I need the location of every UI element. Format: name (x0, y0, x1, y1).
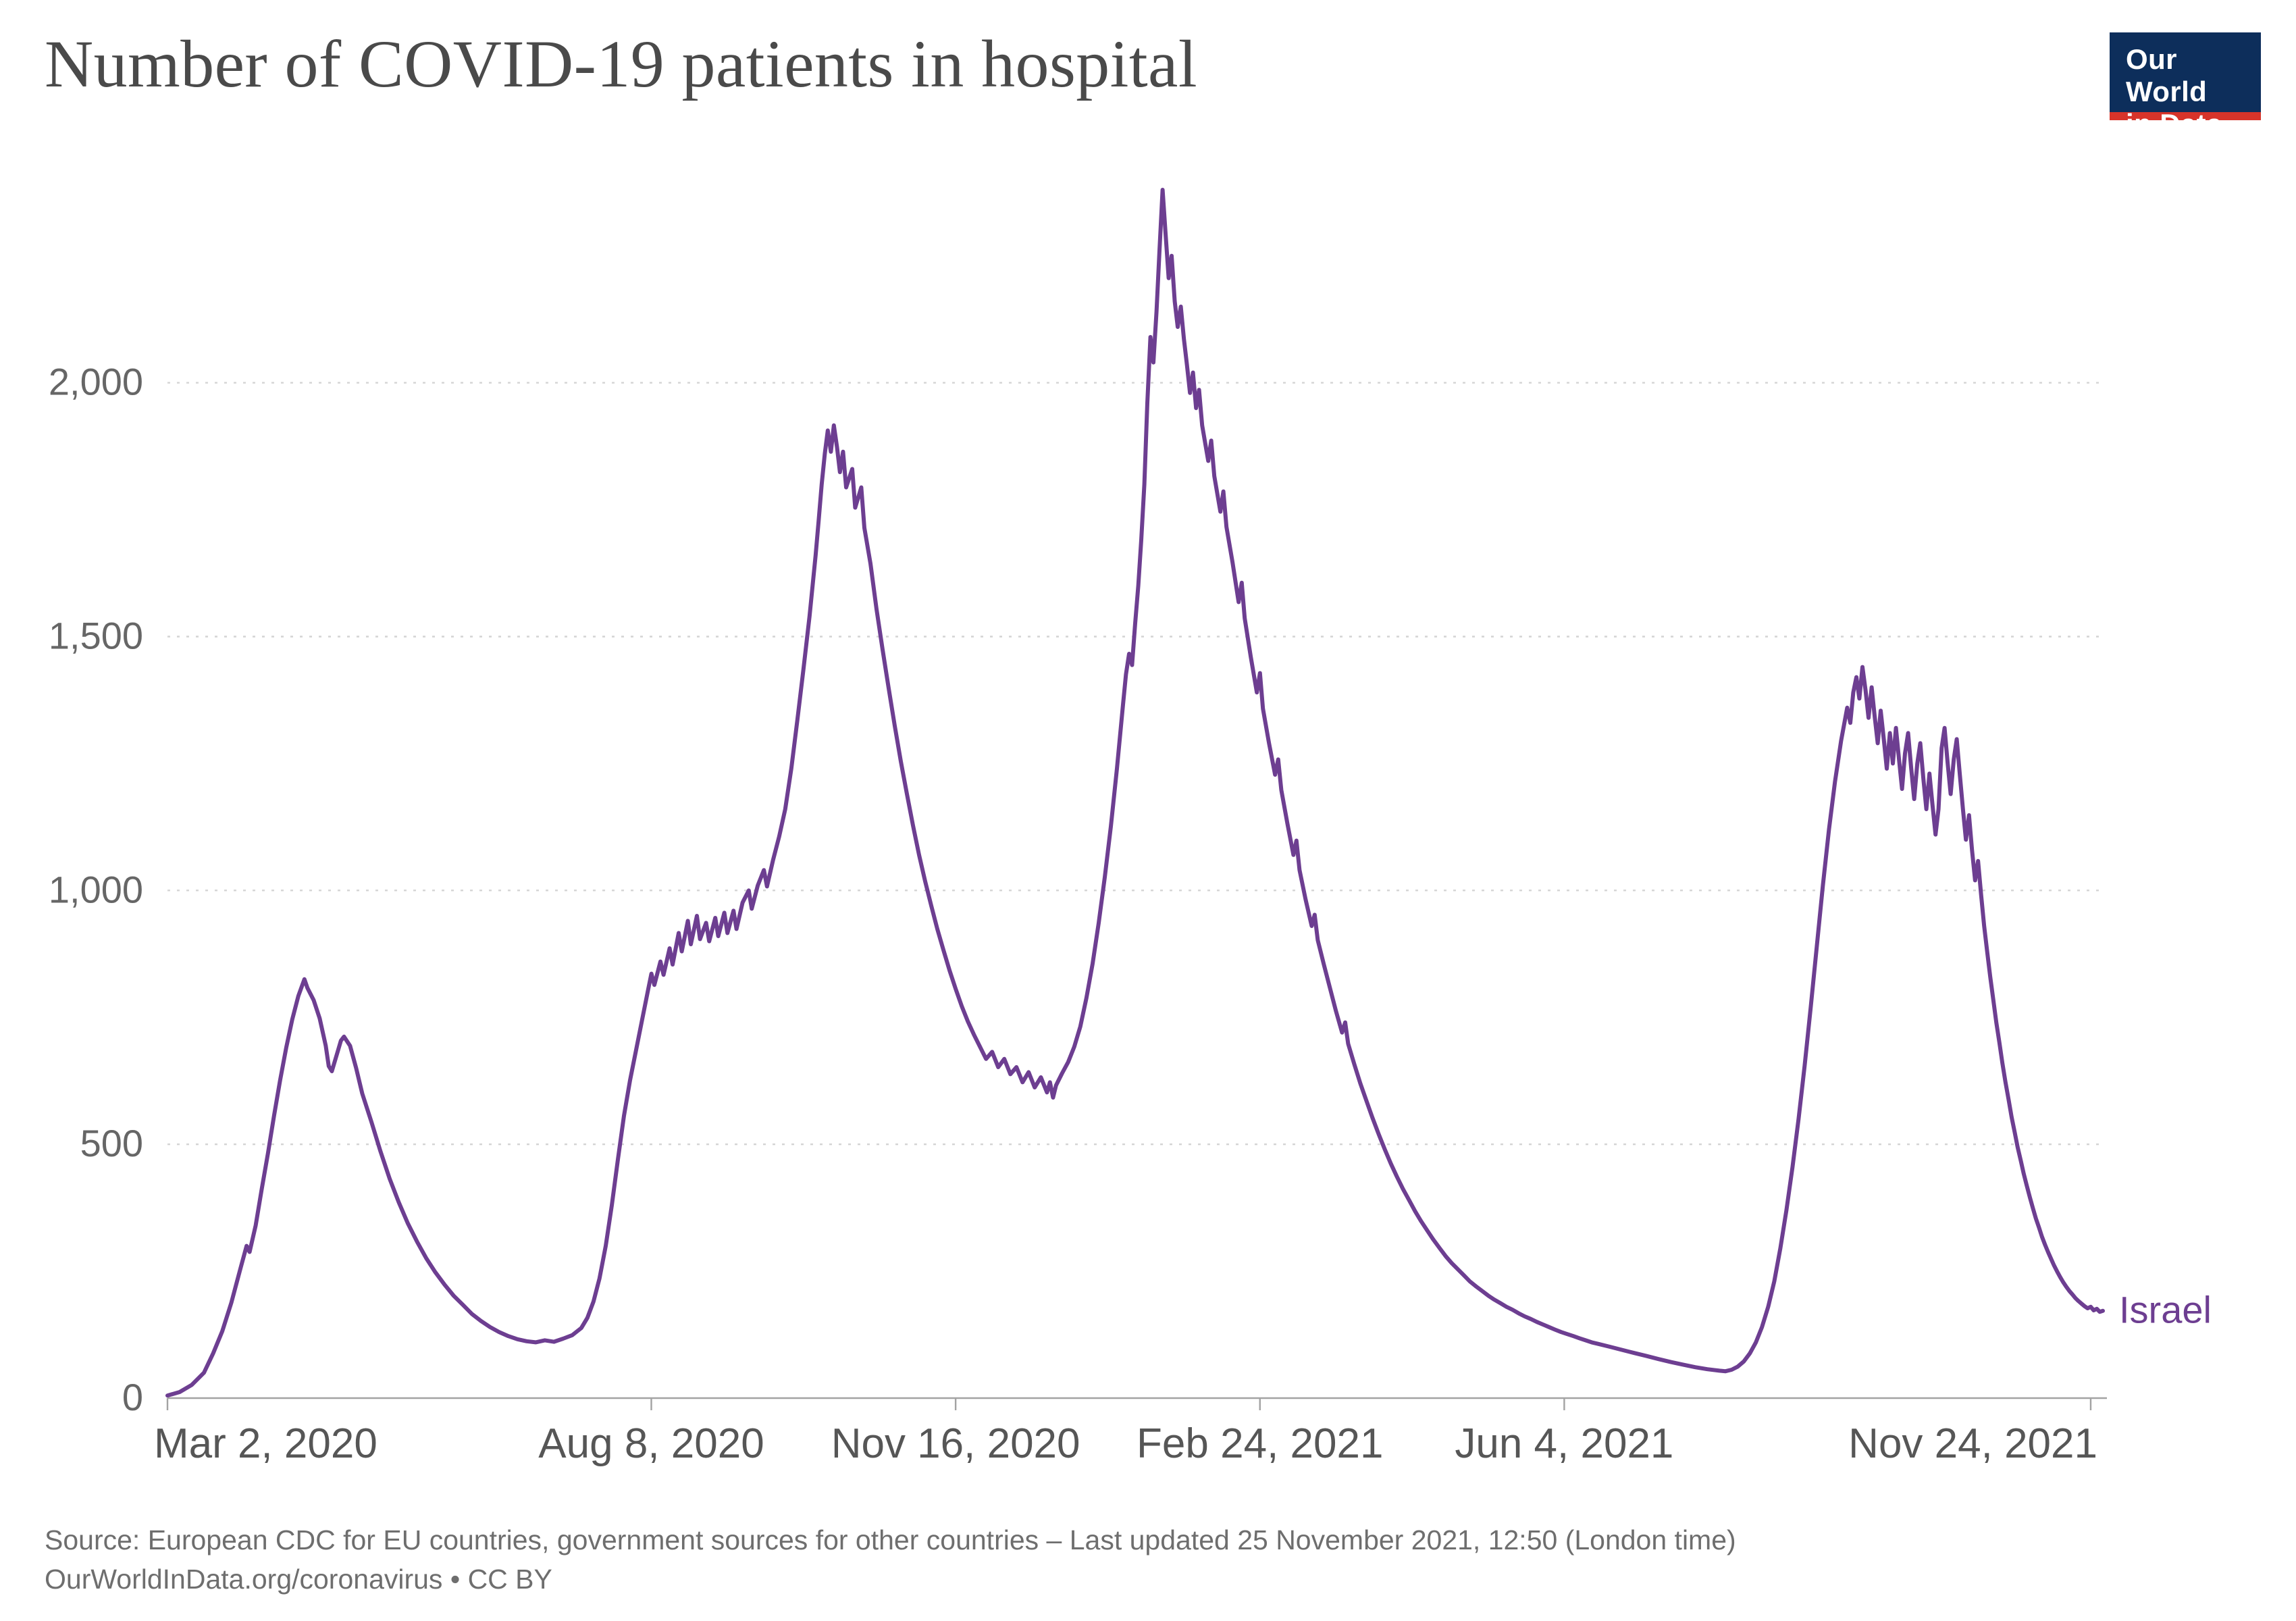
page-title: Number of COVID-19 patients in hospital (45, 26, 1198, 101)
x-tick-label: Nov 16, 2020 (831, 1420, 1080, 1467)
x-tick-label: Mar 2, 2020 (154, 1420, 377, 1467)
chart-footer: Source: European CDC for EU countries, g… (45, 1521, 2255, 1599)
x-tick-label: Jun 4, 2021 (1455, 1420, 1673, 1467)
y-tick-label: 2,000 (49, 361, 143, 403)
line-chart: 0 500 1,000 1,500 2,000 Mar 2, 2020 Aug 8, 202… (49, 188, 2212, 1467)
y-tick-label: 500 (80, 1122, 143, 1164)
owid-logo-line2: in Data (2126, 109, 2222, 140)
x-tick-label: Nov 24, 2021 (1848, 1420, 2097, 1467)
license-note: OurWorldInData.org/coronavirus • CC BY (45, 1564, 552, 1595)
x-tick-label: Feb 24, 2021 (1137, 1420, 1383, 1467)
series-end-label: Israel (2119, 1289, 2212, 1331)
series-line-israel[interactable] (165, 188, 2105, 1398)
y-tick-label: 1,000 (49, 868, 143, 910)
y-tick-label: 0 (122, 1376, 143, 1418)
y-tick-label: 1,500 (49, 615, 143, 657)
source-note: Source: European CDC for EU countries, g… (45, 1525, 1736, 1556)
x-tick-label: Aug 8, 2020 (538, 1420, 764, 1467)
owid-logo-line1: Our World (2126, 45, 2208, 108)
owid-logo: Our World in Data (2110, 32, 2261, 140)
